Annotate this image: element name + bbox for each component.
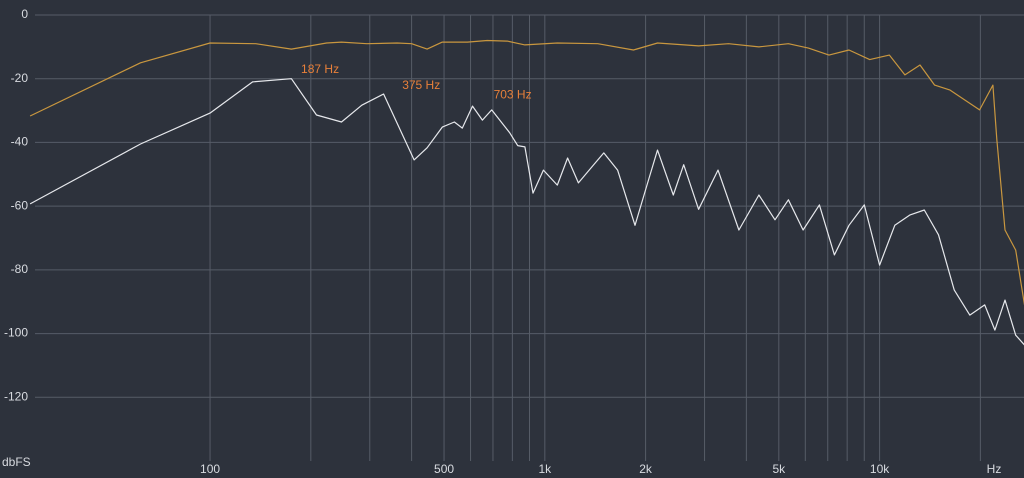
y-tick-label: -20 bbox=[11, 71, 29, 85]
y-tick-label: 0 bbox=[21, 7, 28, 21]
annotation: 187 Hz bbox=[301, 62, 339, 76]
y-tick-label: -60 bbox=[11, 198, 29, 212]
x-tick-label: 2k bbox=[639, 462, 653, 476]
spectrum-line bbox=[29, 39, 1024, 305]
y-axis-label: dbFS bbox=[2, 455, 31, 469]
x-tick-label: 5k bbox=[772, 462, 786, 476]
x-tick-label: 1k bbox=[538, 462, 552, 476]
spectrum-line bbox=[29, 78, 1024, 346]
annotation: 703 Hz bbox=[494, 87, 532, 101]
y-tick-label: -120 bbox=[4, 389, 28, 403]
annotation: 375 Hz bbox=[402, 78, 440, 92]
y-tick-label: -100 bbox=[4, 326, 28, 340]
x-tick-label: 500 bbox=[434, 462, 454, 476]
x-axis-label: Hz bbox=[987, 462, 1002, 476]
x-tick-label: 10k bbox=[870, 462, 890, 476]
y-tick-label: -40 bbox=[11, 135, 29, 149]
x-tick-label: 100 bbox=[200, 462, 220, 476]
y-tick-label: -80 bbox=[11, 262, 29, 276]
